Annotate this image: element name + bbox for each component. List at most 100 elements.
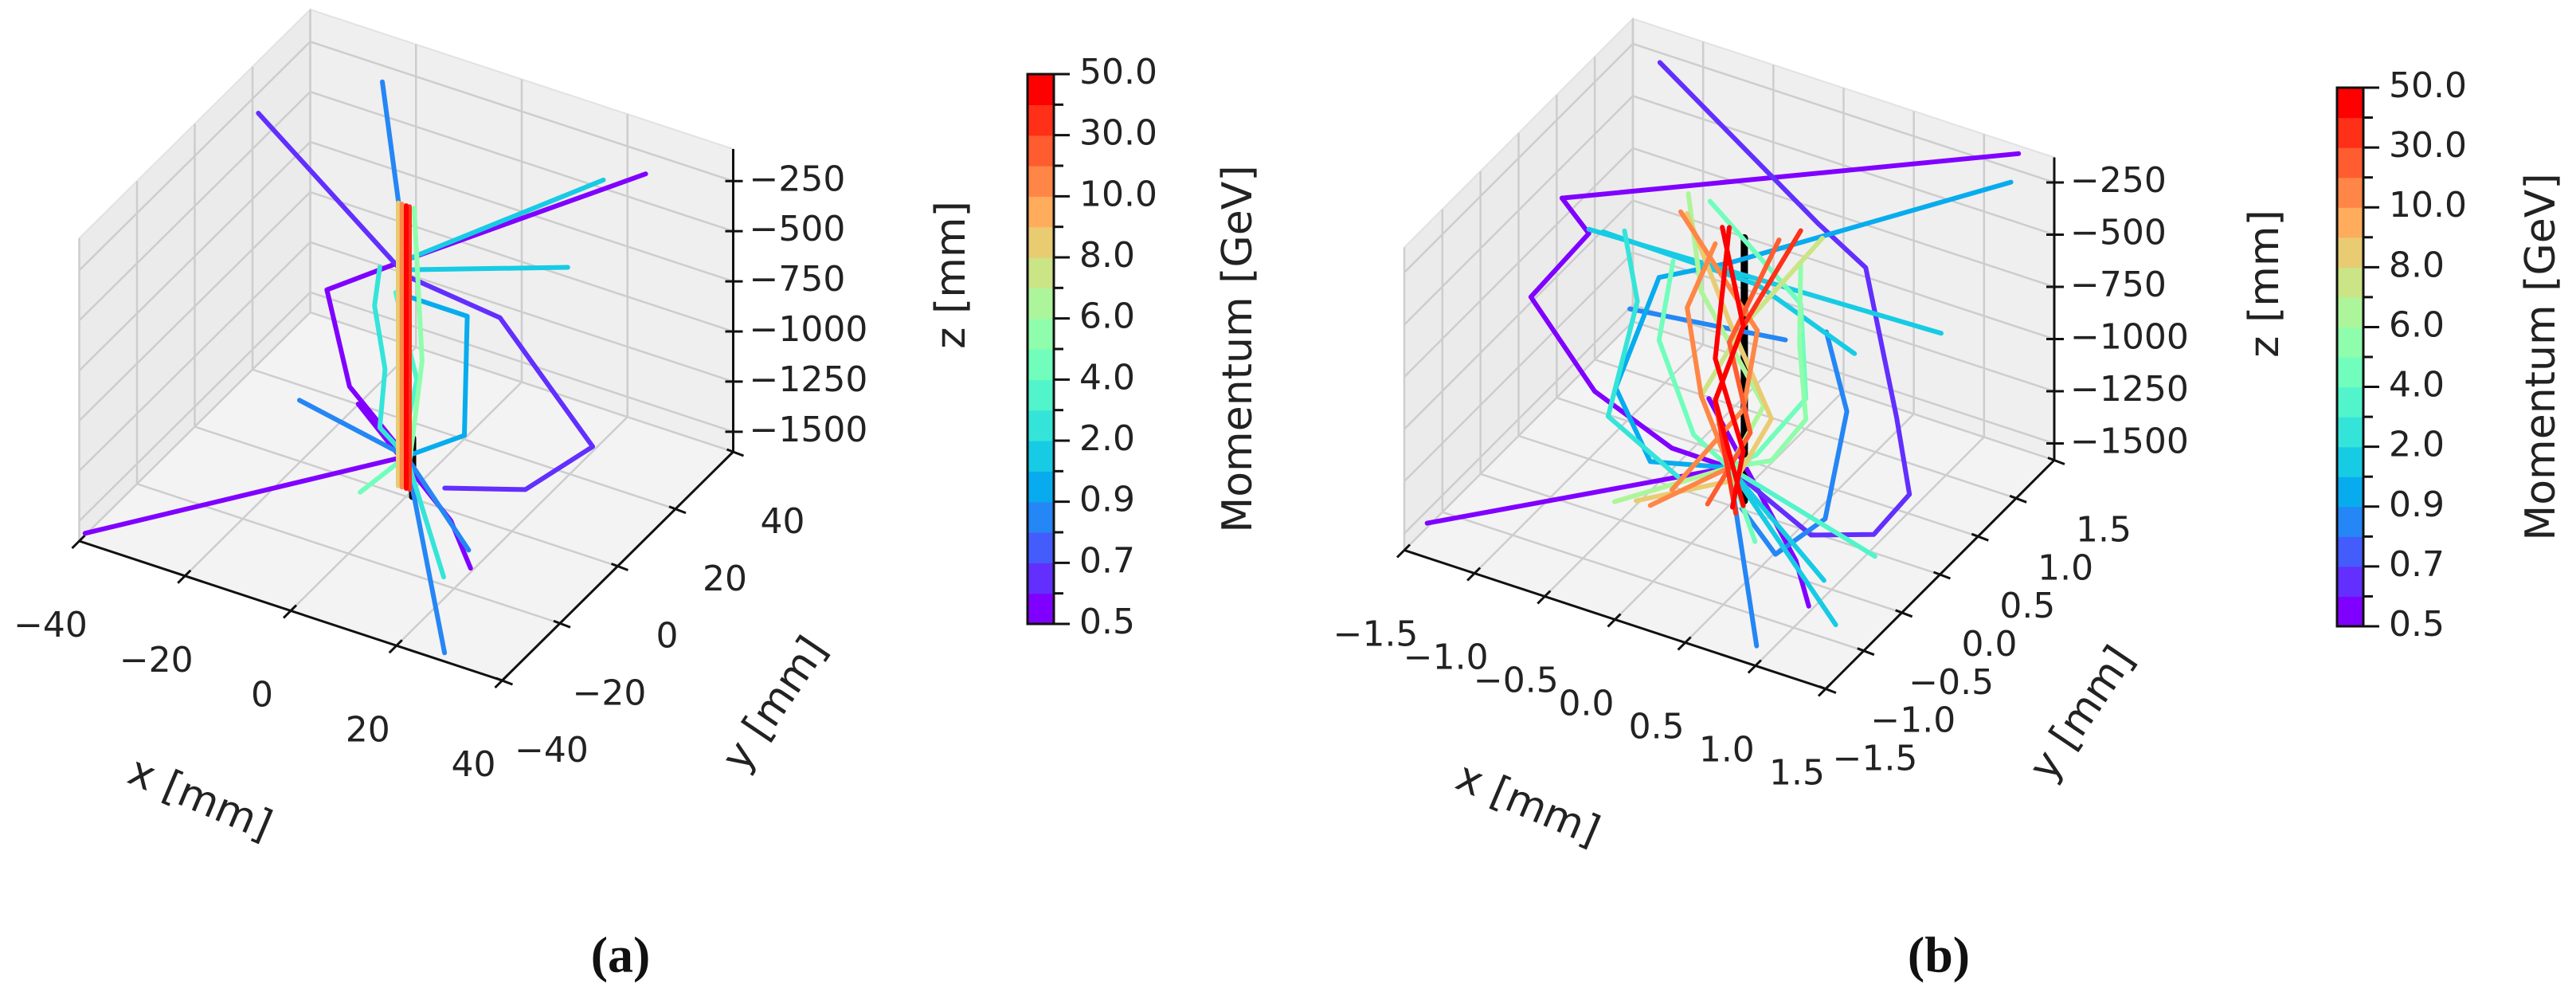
gridline-z (78, 141, 311, 371)
colorbar-tick-label: 6.0 (2389, 304, 2445, 345)
x-tick-label: 1.0 (1699, 730, 1755, 771)
track-line (1605, 228, 1681, 480)
gridline-z (1632, 147, 2055, 288)
colorbar-band (1028, 226, 1054, 258)
colorbar-tick-label: 4.0 (1079, 357, 1135, 398)
gridline-y (1594, 359, 2017, 500)
colorbar-tick-label: 2.0 (1079, 418, 1135, 459)
colorbar-band (1028, 349, 1054, 380)
colorbar-band (2337, 88, 2363, 119)
gridline-z (310, 90, 734, 233)
colorbar-band (1028, 166, 1054, 197)
colorbar: 0.5 0.7 0.9 2.0 4.0 6.0 8.0 10.0 30.0 50.0 Momentu… (1026, 52, 1262, 642)
track-line (404, 293, 470, 459)
z-axis-label: z [mm] (2241, 210, 2288, 358)
y-tick-label: 1.0 (2038, 547, 2093, 588)
gridline-y (1480, 473, 1903, 614)
track-line (404, 453, 446, 580)
track-line (1559, 151, 2022, 201)
colorbar-tick-label: 10.0 (2389, 185, 2467, 226)
y-tick-mark (1818, 685, 1837, 694)
z-tick-label: −1000 (750, 309, 868, 350)
colorbar-band (1028, 135, 1054, 167)
colorbar-band (2337, 596, 2363, 627)
colorbar-band (2337, 296, 2363, 328)
x-axis-label: x [mm] (1449, 753, 1607, 856)
gridline-z (78, 191, 311, 422)
y-axis-label: y [mm] (713, 628, 837, 779)
x-tick-label: 40 (452, 744, 496, 785)
y-tick-mark (553, 619, 571, 629)
x-tick-label: 20 (346, 709, 390, 750)
y-tick-label: 0 (656, 616, 679, 657)
x-tick-mark (1607, 613, 1622, 628)
colorbar-band (2337, 506, 2363, 537)
y-axis-label: y [mm] (2020, 637, 2144, 789)
x-tick-mark (1537, 590, 1552, 605)
z-tick-label: −500 (750, 209, 846, 249)
y-tick-label: 0.0 (1962, 624, 2018, 665)
gridline-z (78, 241, 311, 472)
panel-caption: (b) (1908, 927, 1970, 983)
track-line (1634, 211, 1774, 504)
colorbar-tick-label: 0.7 (1079, 540, 1135, 581)
track-line (404, 177, 606, 262)
colorbar-tick-label: 50.0 (1079, 52, 1157, 92)
z-tick-label: −1000 (2070, 317, 2189, 358)
z-tick-label: −1250 (2070, 369, 2189, 410)
y-tick-mark (2009, 494, 2027, 504)
colorbar-tick-label: 30.0 (2389, 125, 2467, 166)
colorbar-tick-label: 0.5 (2389, 604, 2445, 645)
colorbar-band (2337, 267, 2363, 298)
colorbar-band (1028, 471, 1054, 503)
colorbar-tick-label: 0.7 (2389, 544, 2445, 585)
colorbar-band (2337, 477, 2363, 508)
gridline-z (1403, 252, 1634, 482)
tick-labels: −1.5−1.0−0.50.00.51.01.5 −1.5−1.0−0.50.00… (1333, 160, 2189, 794)
y-tick-label: −20 (573, 673, 647, 713)
track-line (1713, 225, 1746, 510)
colorbar: 0.5 0.7 0.9 2.0 4.0 6.0 8.0 10.0 30.0 50.0 Momentu… (2335, 65, 2565, 645)
x-tick-label: 1.5 (1769, 753, 1825, 794)
y-tick-label: −40 (515, 730, 589, 771)
track-line (1727, 465, 1877, 559)
y-tick-label: 20 (703, 559, 747, 599)
axis-lines (71, 149, 745, 689)
z-tick-label: −1500 (2070, 422, 2189, 462)
z-tick-label: −1250 (750, 359, 868, 400)
colorbar-tick-label: 0.5 (1079, 602, 1135, 642)
tracks (1424, 60, 2022, 649)
x-tick-mark (1466, 567, 1482, 582)
x-tick-label: 0.5 (1629, 707, 1685, 747)
track-line (324, 171, 648, 459)
colorbar-tick-label: 6.0 (1079, 296, 1135, 337)
colorbar-band (1028, 74, 1054, 105)
x-tick-label: −40 (14, 605, 88, 645)
gridline-z (1632, 199, 2055, 340)
colorbar-band (2337, 237, 2363, 268)
x-tick-mark (1396, 543, 1411, 559)
z-tick-label: −1500 (750, 410, 868, 450)
y-tick-mark (1857, 647, 1875, 657)
y-tick-mark (495, 677, 514, 686)
colorbar-band (1028, 441, 1054, 472)
colorbar-band (2337, 117, 2363, 148)
x-tick-label: 0.0 (1559, 684, 1615, 724)
colorbar-band (2337, 177, 2363, 208)
z-tick-label: −750 (750, 259, 846, 300)
colorbar-band (1028, 379, 1054, 411)
colorbar-band (1028, 501, 1054, 533)
tracks (82, 79, 648, 656)
gridline-z (78, 291, 311, 522)
colorbar-band (2337, 566, 2363, 598)
y-tick-mark (610, 563, 629, 571)
gridline-y (1556, 396, 1979, 538)
x-tick-mark (71, 534, 86, 550)
axis-lines (1396, 157, 2065, 697)
y-tick-label: −1.5 (1833, 739, 1918, 779)
z-tick-label: −250 (750, 159, 846, 199)
colorbar-band (1028, 318, 1054, 350)
gridline-z (310, 291, 734, 433)
